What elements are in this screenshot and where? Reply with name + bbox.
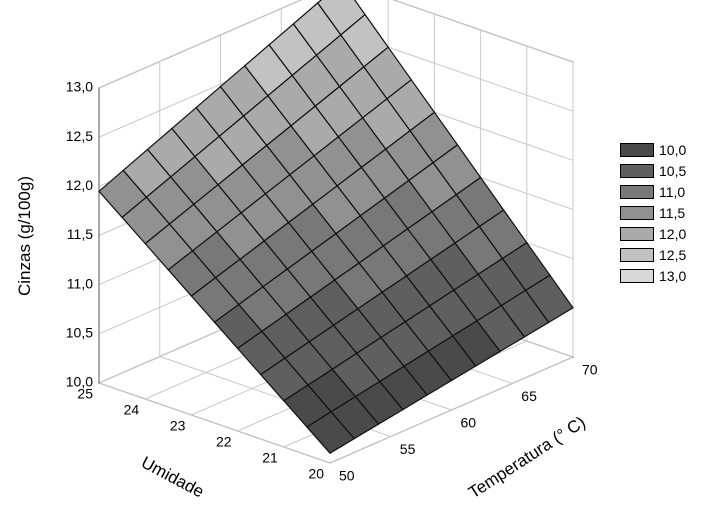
x-tick-label: 60 [461, 415, 477, 431]
legend-item: 11,0 [620, 182, 700, 201]
z-axis-label: Cinzas (g/100g) [15, 176, 34, 296]
z-tick-label: 11,5 [67, 226, 93, 242]
legend-item: 12,5 [620, 245, 700, 264]
gridline-y [329, 356, 574, 464]
legend-swatch [620, 142, 654, 157]
y-tick-label: 24 [124, 402, 140, 418]
y-tick-label: 25 [77, 386, 93, 402]
surface-mesh [98, 0, 574, 454]
legend-label: 10,0 [659, 141, 687, 158]
legend: 10,0 10,5 11,0 11,5 12,0 12,5 13,0 [620, 140, 700, 287]
x-tick-label: 55 [400, 441, 416, 457]
legend-label: 11,5 [659, 204, 686, 221]
z-tick-label: 12,0 [66, 177, 93, 193]
legend-label: 12,0 [659, 225, 687, 242]
x-tick-label: 50 [339, 468, 355, 484]
z-tick-label: 10,5 [66, 325, 93, 341]
gridline-z [392, 0, 574, 63]
legend-item: 10,0 [620, 140, 700, 159]
legend-swatch [620, 163, 654, 178]
x-tick-label: 70 [582, 362, 598, 378]
legend-label: 11,0 [659, 183, 686, 200]
legend-label: 12,5 [659, 246, 687, 263]
x-axis-label: Temperatura (° C) [465, 413, 589, 503]
legend-label: 13,0 [659, 267, 687, 284]
legend-swatch [620, 205, 654, 220]
z-tick-label: 12,5 [66, 128, 93, 144]
legend-swatch [620, 247, 654, 262]
x-tick-label: 65 [521, 388, 537, 404]
y-tick-label: 22 [216, 434, 232, 450]
z-tick-label: 13,0 [66, 79, 93, 95]
tick-labels: 10,0 10,5 11,0 11,5 12,0 12,5 13,0 20 21 22 23 24 25… [66, 79, 598, 484]
y-tick-label: 23 [170, 418, 186, 434]
z-tick-label: 11,0 [67, 275, 93, 291]
legend-item: 10,5 [620, 161, 700, 180]
y-axis-label: Umidade [138, 453, 207, 502]
legend-swatch [620, 226, 654, 241]
z-tick-label: 10,0 [66, 374, 93, 390]
y-tick-label: 20 [308, 466, 324, 482]
y-tick-label: 21 [262, 450, 278, 466]
legend-swatch [620, 268, 654, 283]
gridline-x [98, 382, 331, 464]
legend-item: 12,0 [620, 224, 700, 243]
legend-swatch [620, 184, 654, 199]
legend-item: 13,0 [620, 266, 700, 285]
surface-cell [524, 274, 574, 324]
legend-item: 11,5 [620, 203, 700, 222]
legend-label: 10,5 [659, 162, 687, 179]
